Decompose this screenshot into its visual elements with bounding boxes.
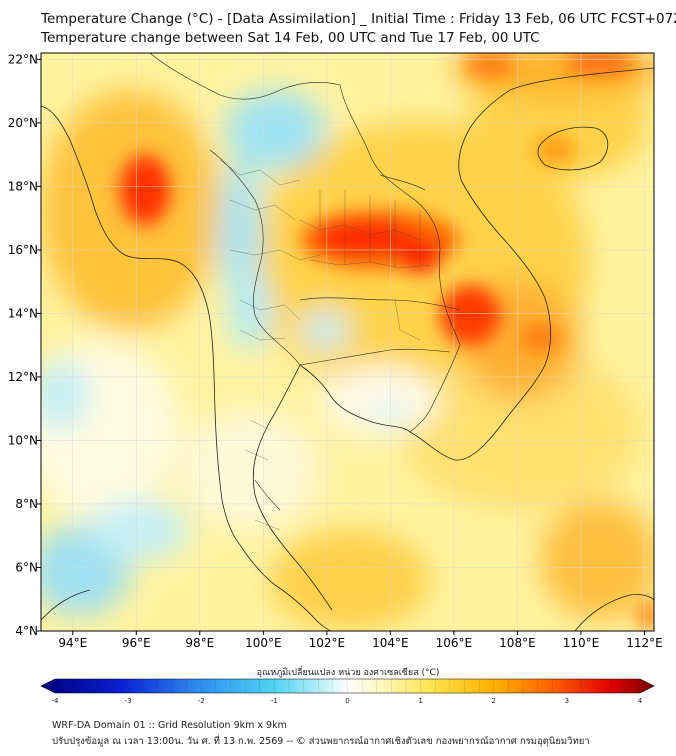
colorbar-tick-label: 2 — [492, 697, 496, 705]
temperature-field — [41, 53, 654, 631]
lat-label: 16°N — [8, 243, 38, 257]
map-frame — [40, 52, 655, 632]
map-subtitle: Temperature change between Sat 14 Feb, 0… — [41, 30, 540, 46]
lat-label: 4°N — [15, 624, 38, 638]
lon-label: 108°E — [499, 636, 536, 650]
colorbar-label: อุณหภูมิเปลี่ยนแปลง หน่วย องศาเซลเซียส (… — [257, 665, 440, 678]
lat-label: 18°N — [8, 179, 38, 193]
colorbar-tick-label: 1 — [418, 697, 422, 705]
lon-label: 100°E — [245, 636, 282, 650]
latitude-labels: 22°N 20°N 18°N 16°N 14°N 12°N 10°N 8°N 6°N 4°N — [8, 52, 41, 638]
colorbar-divisions — [54, 679, 641, 693]
province-borders — [219, 159, 431, 531]
map-title: Temperature Change (°C) - [Data Assimila… — [41, 11, 676, 27]
lon-label: 102°E — [309, 636, 346, 650]
lat-label: 6°N — [15, 560, 38, 574]
lon-label: 110°E — [563, 636, 600, 650]
lat-label: 22°N — [8, 52, 38, 66]
colorbar-tick-label: 3 — [565, 697, 569, 705]
lat-label: 8°N — [15, 497, 38, 511]
lon-label: 98°E — [185, 636, 214, 650]
lon-label: 112°E — [626, 636, 663, 650]
lon-label: 104°E — [372, 636, 409, 650]
footer-update-info: ปรับปรุงข้อมูล ณ เวลา 13:00น. วัน ศ. ที่… — [52, 736, 590, 747]
colorbar-tick-label: 4 — [638, 697, 643, 705]
colorbar-tick-label: -2 — [198, 697, 205, 705]
longitude-labels: 94°E 96°E 98°E 100°E 102°E 104°E 106°E 108°E 110… — [58, 631, 663, 650]
colorbar-ticks: -4 -3 -2 -1 0 1 2 3 4 — [52, 697, 643, 705]
lat-label: 20°N — [8, 116, 38, 130]
coastlines — [41, 67, 654, 631]
lat-label: 10°N — [8, 433, 38, 447]
country-borders — [149, 53, 461, 511]
colorbar-tick-label: -4 — [52, 697, 60, 705]
lon-label: 94°E — [58, 636, 87, 650]
lon-label: 106°E — [436, 636, 473, 650]
colorbar-tick-label: -1 — [271, 697, 278, 705]
lat-label: 14°N — [8, 306, 38, 320]
colorbar-tick-label: -3 — [125, 697, 132, 705]
lon-label: 96°E — [122, 636, 151, 650]
colorbar — [40, 678, 655, 694]
colorbar-tick-label: 0 — [345, 697, 349, 705]
footer-model-info: WRF-DA Domain 01 :: Grid Resolution 9km … — [52, 720, 287, 731]
lat-label: 12°N — [8, 370, 38, 384]
